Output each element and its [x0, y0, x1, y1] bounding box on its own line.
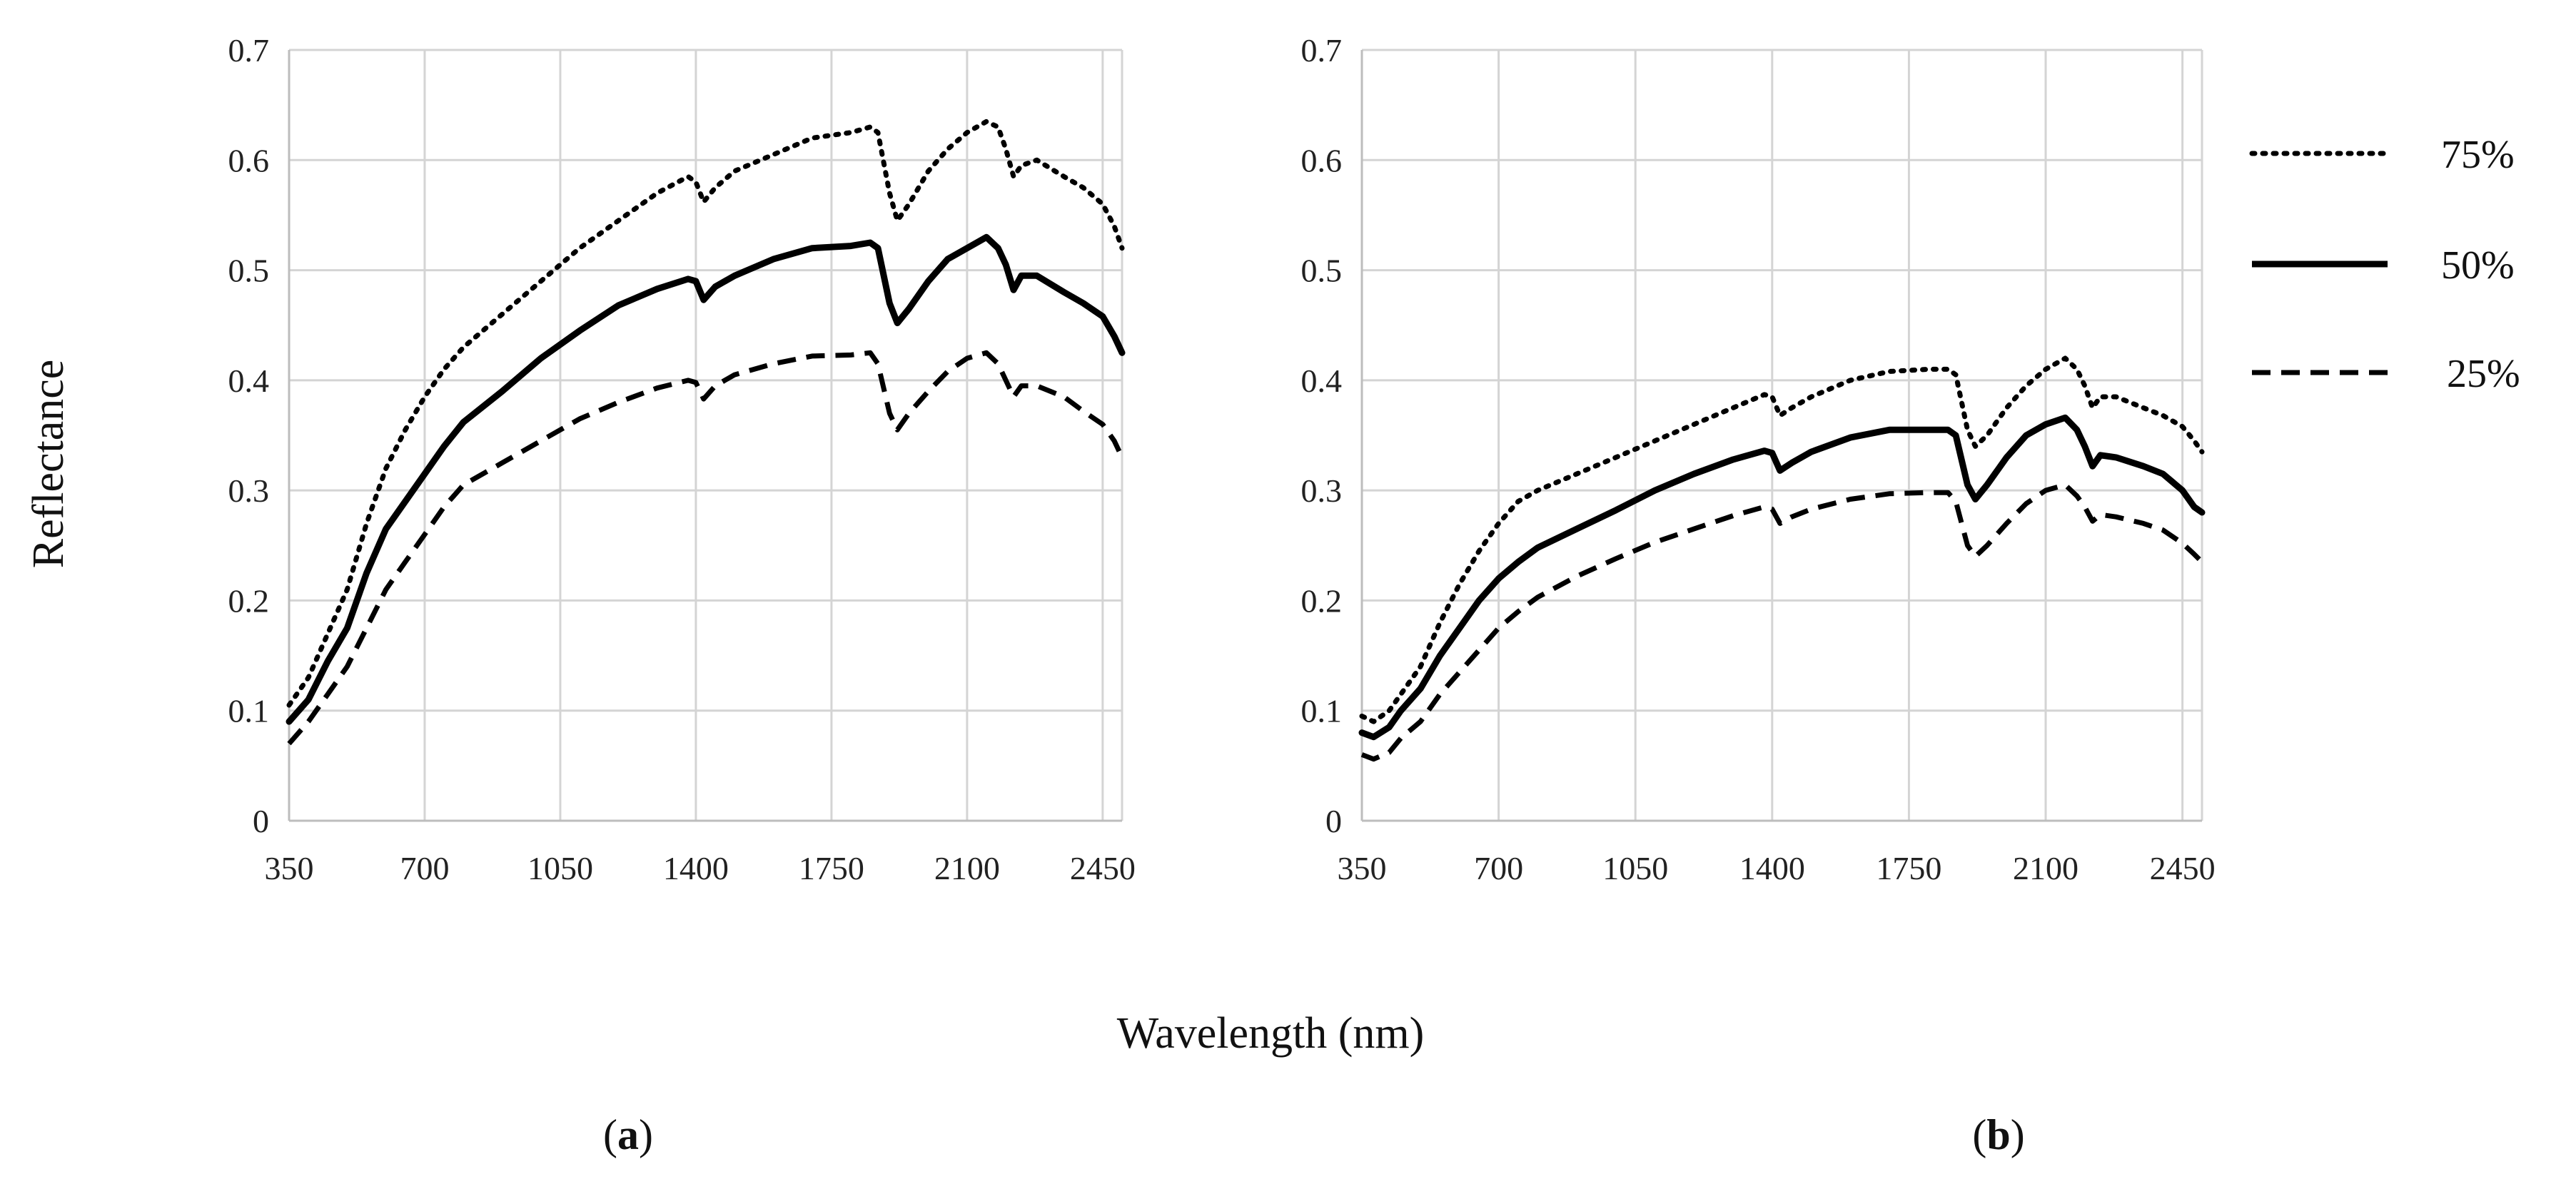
- x-tick-label: 1050: [1602, 850, 1668, 886]
- x-tick-label: 1050: [527, 850, 593, 886]
- grid-lines: [289, 49, 1123, 821]
- x-tick-labels: 350 700 1050 1400 1750 2100 2450: [265, 850, 1136, 886]
- x-tick-label: 2100: [2013, 850, 2079, 886]
- x-tick-labels: 350 700 1050 1400 1750 2100 2450: [1338, 850, 2216, 886]
- axes: [1360, 50, 2202, 822]
- grid-lines: [1362, 49, 2203, 821]
- y-tick-label: 0: [253, 803, 269, 839]
- y-tick-label: 0.1: [228, 693, 270, 729]
- panel-label-close: ): [639, 1111, 653, 1158]
- y-tick-label: 0.7: [1301, 32, 1343, 69]
- y-tick-label: 0.1: [1301, 693, 1343, 729]
- axes: [288, 50, 1122, 822]
- y-tick-label: 0.7: [228, 32, 270, 69]
- chart-panel-a: 0 0.1 0.2 0.3 0.4 0.5 0.6 0.7 350 700 1050 1400 175…: [228, 32, 1136, 1158]
- x-tick-label: 2450: [2150, 850, 2216, 886]
- y-tick-label: 0.6: [1301, 142, 1343, 178]
- legend-label-50: 50%: [2441, 243, 2515, 288]
- series-line-25: [1360, 482, 2204, 762]
- series-line-25: [287, 350, 1125, 746]
- x-tick-label: 350: [265, 850, 314, 886]
- legend-label-25: 25%: [2447, 352, 2520, 396]
- panel-label-letter: a: [617, 1111, 639, 1158]
- series-line-50: [1358, 414, 2206, 741]
- series-line-75: [1359, 355, 2205, 724]
- y-tick-label: 0.6: [228, 142, 270, 178]
- y-tick-label: 0.4: [228, 363, 270, 399]
- panel-label-letter: b: [1986, 1111, 2010, 1158]
- panel-label-open: (: [1972, 1111, 1986, 1158]
- x-tick-label: 700: [400, 850, 449, 886]
- y-tick-label: 0.2: [1301, 582, 1343, 619]
- panel-label-b: (b): [1972, 1111, 2024, 1158]
- y-axis-title: Reflectance: [24, 360, 73, 569]
- series-lines: [286, 118, 1126, 746]
- series-lines: [1358, 355, 2206, 762]
- panel-label-open: (: [603, 1111, 617, 1158]
- x-tick-label: 350: [1338, 850, 1387, 886]
- series-line-50: [286, 233, 1126, 725]
- y-tick-label: 0.4: [1301, 363, 1343, 399]
- y-tick-label: 0.3: [228, 472, 270, 509]
- legend-label-75: 75%: [2441, 133, 2515, 177]
- legend: 75% 50% 25%: [2249, 133, 2520, 396]
- panel-label-close: ): [2011, 1111, 2025, 1158]
- y-tick-label: 0: [1325, 803, 1342, 839]
- panel-label-a: (a): [603, 1111, 653, 1158]
- y-tick-label: 0.5: [228, 253, 270, 289]
- x-tick-label: 1400: [663, 850, 729, 886]
- x-tick-label: 1400: [1739, 850, 1805, 886]
- x-tick-label: 700: [1474, 850, 1523, 886]
- y-tick-label: 0.2: [228, 582, 270, 619]
- x-tick-label: 2450: [1070, 850, 1136, 886]
- x-axis-title: Wavelength (nm): [1117, 1009, 1425, 1058]
- y-tick-labels: 0 0.1 0.2 0.3 0.4 0.5 0.6 0.7: [228, 32, 270, 839]
- x-tick-label: 1750: [1876, 850, 1941, 886]
- chart-panel-b: 0 0.1 0.2 0.3 0.4 0.5 0.6 0.7 350 700 1050 1400 175…: [1301, 32, 2216, 1158]
- y-tick-labels: 0 0.1 0.2 0.3 0.4 0.5 0.6 0.7: [1301, 32, 1343, 839]
- y-tick-label: 0.5: [1301, 253, 1343, 289]
- x-tick-label: 2100: [934, 850, 1000, 886]
- series-line-75: [286, 118, 1125, 708]
- x-tick-label: 1750: [799, 850, 864, 886]
- y-tick-label: 0.3: [1301, 472, 1343, 509]
